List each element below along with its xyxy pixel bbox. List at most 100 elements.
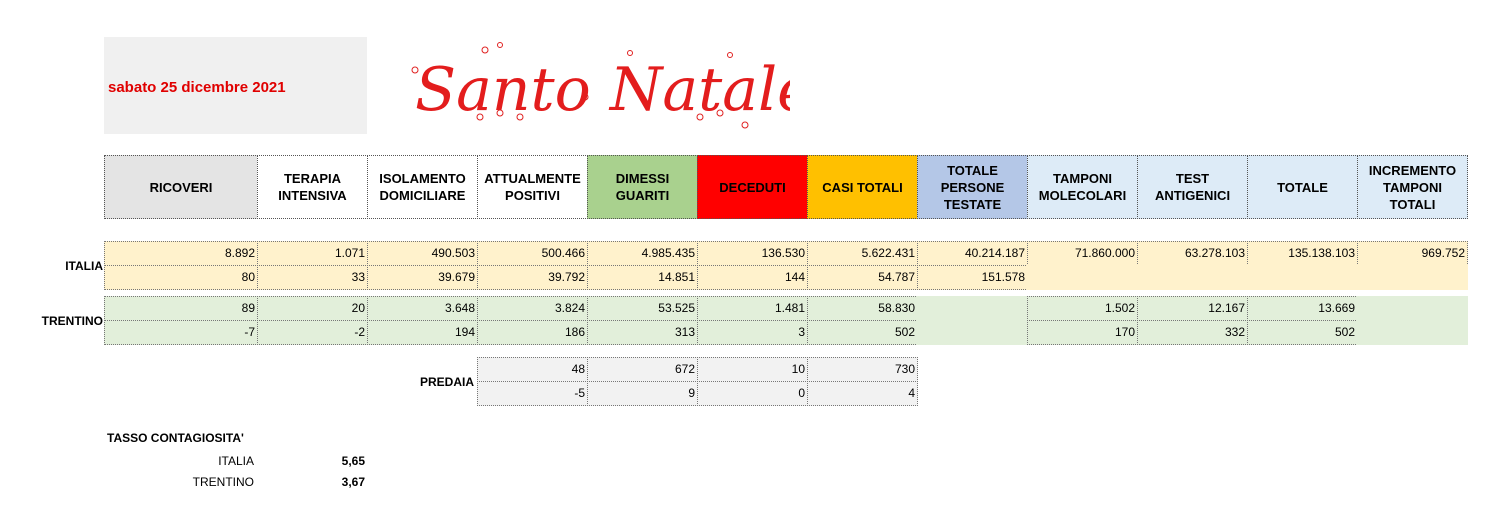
column-header: TERAPIA INTENSIVA (257, 155, 368, 219)
cell: 40.214.187 (917, 241, 1028, 266)
cell: 80 (104, 265, 258, 290)
column-header: RICOVERI (104, 155, 258, 219)
cell: 672 (587, 357, 698, 382)
cell: 39.679 (367, 265, 478, 290)
column-header: DECEDUTI (697, 155, 808, 219)
header-line: DIMESSI (615, 171, 670, 186)
cell: 151.578 (917, 265, 1028, 290)
header-line: TOTALE (947, 162, 998, 178)
logo: Santo Natale (411, 42, 790, 129)
cell: 3.648 (367, 296, 478, 321)
cell: 71.860.000 (1027, 241, 1138, 266)
header-line: TEST (1175, 171, 1210, 186)
cell: 1.481 (697, 296, 808, 321)
cell: 490.503 (367, 241, 478, 266)
column-header: TOTALE (1247, 155, 1358, 219)
cell: 3 (697, 320, 808, 345)
cell: 14.851 (587, 265, 698, 290)
row-label: TRENTINO (41, 314, 103, 328)
empty-cell (1247, 265, 1358, 290)
cell: 39.792 (477, 265, 588, 290)
tasso-value: 5,65 (341, 454, 365, 468)
header-line: GUARITI (615, 188, 670, 203)
header-line: DECEDUTI (719, 179, 786, 195)
cell: 1.502 (1027, 296, 1138, 321)
header-line: TESTATE (943, 196, 1002, 212)
cell: 136.530 (697, 241, 808, 266)
tasso-title: TASSO CONTAGIOSITA' (107, 431, 244, 445)
cell: 144 (697, 265, 808, 290)
cell: 500.466 (477, 241, 588, 266)
cell: 12.167 (1137, 296, 1248, 321)
cell: 186 (477, 320, 588, 345)
column-header: ATTUALMENTE POSITIVI (477, 155, 588, 219)
tasso-value: 3,67 (341, 475, 365, 489)
header-line: INTENSIVA (278, 188, 347, 203)
empty-cell (1027, 265, 1138, 290)
cell: 170 (1027, 320, 1138, 345)
cell: -5 (477, 381, 588, 406)
cell: 33 (257, 265, 368, 290)
header-line: PERSONE (940, 179, 1005, 195)
empty-cell (1357, 320, 1468, 345)
cell: 9 (587, 381, 698, 406)
header-line: TAMPONI (1053, 171, 1112, 186)
header-line: TERAPIA (283, 171, 342, 186)
row-label: PREDAIA (419, 375, 474, 389)
header-line: ANTIGENICI (1154, 188, 1231, 203)
cell: 313 (587, 320, 698, 345)
cell: 54.787 (807, 265, 918, 290)
cell: 4.985.435 (587, 241, 698, 266)
decor (411, 42, 749, 129)
cell: 969.752 (1357, 241, 1468, 266)
cell: 332 (1137, 320, 1248, 345)
empty-cell (1357, 296, 1468, 321)
cell: 10 (697, 357, 808, 382)
cell: 502 (1247, 320, 1358, 345)
header-line: TAMPONI (1383, 179, 1442, 195)
cell: 1.071 (257, 241, 368, 266)
column-header: INCREMENTO TAMPONI TOTALI (1357, 155, 1468, 219)
cell: 63.278.103 (1137, 241, 1248, 266)
cell: 4 (807, 381, 918, 406)
cell: 20 (257, 296, 368, 321)
header-line: POSITIVI (505, 188, 560, 203)
header-line: ISOLAMENTO (379, 171, 466, 186)
cell: 5.622.431 (807, 241, 918, 266)
header-line: MOLECOLARI (1038, 188, 1127, 203)
column-header: DIMESSI GUARITI (587, 155, 698, 219)
empty-cell (1137, 265, 1248, 290)
cell: 58.830 (807, 296, 918, 321)
header-line: RICOVERI (149, 179, 213, 195)
cell: 13.669 (1247, 296, 1358, 321)
row-label: ITALIA (65, 259, 103, 273)
cell: 3.824 (477, 296, 588, 321)
column-header: ISOLAMENTO DOMICILIARE (367, 155, 478, 219)
cell: 8.892 (104, 241, 258, 266)
header-line: ATTUALMENTE (484, 171, 581, 186)
cell: -2 (257, 320, 368, 345)
header-line: TOTALI (1389, 196, 1436, 212)
date-box: sabato 25 dicembre 2021 (104, 37, 367, 134)
cell: 0 (697, 381, 808, 406)
header-line: CASI TOTALI (822, 179, 903, 195)
cell: 89 (104, 296, 258, 321)
column-header: CASI TOTALI (807, 155, 918, 219)
cell: 48 (477, 357, 588, 382)
header-line: TOTALE (1277, 179, 1328, 195)
cell: 502 (807, 320, 918, 345)
cell: -7 (104, 320, 258, 345)
header-line: INCREMENTO (1368, 162, 1457, 178)
tasso-label: ITALIA (218, 454, 254, 468)
logo-text: Santo Natale (415, 55, 790, 125)
empty-cell (917, 320, 1028, 345)
date: sabato 25 dicembre 2021 (108, 79, 286, 96)
column-header: TAMPONI MOLECOLARI (1027, 155, 1138, 219)
cell: 730 (807, 357, 918, 382)
column-header: TEST ANTIGENICI (1137, 155, 1248, 219)
cell: 135.138.103 (1247, 241, 1358, 266)
column-header: TOTALE PERSONE TESTATE (917, 155, 1028, 219)
tasso-label: TRENTINO (192, 475, 254, 489)
cell: 53.525 (587, 296, 698, 321)
